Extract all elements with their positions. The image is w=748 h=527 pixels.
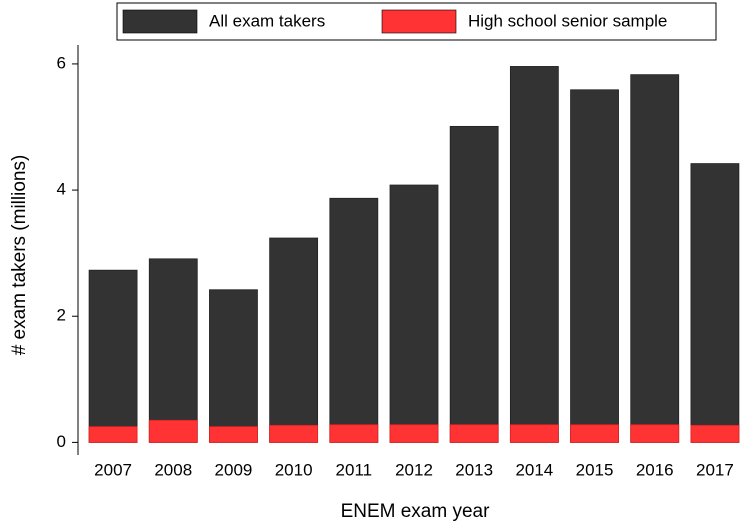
x-tick-label: 2008 bbox=[154, 460, 192, 479]
bar bbox=[148, 258, 198, 443]
legend-label: All exam takers bbox=[209, 11, 325, 30]
legend-label: High school senior sample bbox=[468, 11, 667, 30]
x-tick-label: 2017 bbox=[696, 460, 734, 479]
x-tick-label: 2007 bbox=[94, 460, 132, 479]
bar bbox=[209, 426, 258, 443]
bar bbox=[389, 424, 439, 443]
y-tick-label: 0 bbox=[57, 432, 66, 451]
x-tick-label: 2012 bbox=[395, 460, 433, 479]
bar bbox=[329, 197, 379, 443]
x-tick-label: 2011 bbox=[336, 460, 373, 479]
bar bbox=[389, 184, 439, 443]
legend-swatch bbox=[381, 9, 457, 34]
x-tick-label: 2015 bbox=[576, 460, 614, 479]
y-tick-label: 6 bbox=[57, 53, 66, 72]
bar bbox=[630, 74, 680, 443]
x-tick-label: 2013 bbox=[455, 460, 493, 479]
bar bbox=[449, 424, 499, 443]
bar bbox=[88, 426, 138, 443]
bar bbox=[88, 269, 138, 443]
bar bbox=[690, 163, 740, 443]
bar bbox=[449, 125, 499, 443]
bar bbox=[329, 424, 379, 443]
x-tick-label: 2016 bbox=[636, 460, 674, 479]
bar bbox=[269, 237, 319, 443]
x-tick-label: 2009 bbox=[215, 460, 253, 479]
bar bbox=[269, 424, 319, 443]
bar bbox=[509, 424, 559, 443]
bar bbox=[209, 289, 258, 443]
y-axis-label: # exam takers (millions) bbox=[9, 155, 30, 356]
bar bbox=[570, 424, 619, 443]
x-axis-label: ENEM exam year bbox=[341, 501, 491, 522]
y-tick-label: 2 bbox=[57, 306, 66, 325]
bar bbox=[690, 424, 740, 443]
x-tick-label: 2014 bbox=[515, 460, 553, 479]
y-tick-label: 4 bbox=[57, 180, 66, 199]
bar bbox=[570, 89, 619, 443]
x-tick-label: 2010 bbox=[275, 460, 313, 479]
legend-swatch bbox=[122, 9, 198, 34]
bar bbox=[509, 66, 559, 443]
bar bbox=[630, 424, 680, 443]
bar bbox=[148, 419, 198, 443]
